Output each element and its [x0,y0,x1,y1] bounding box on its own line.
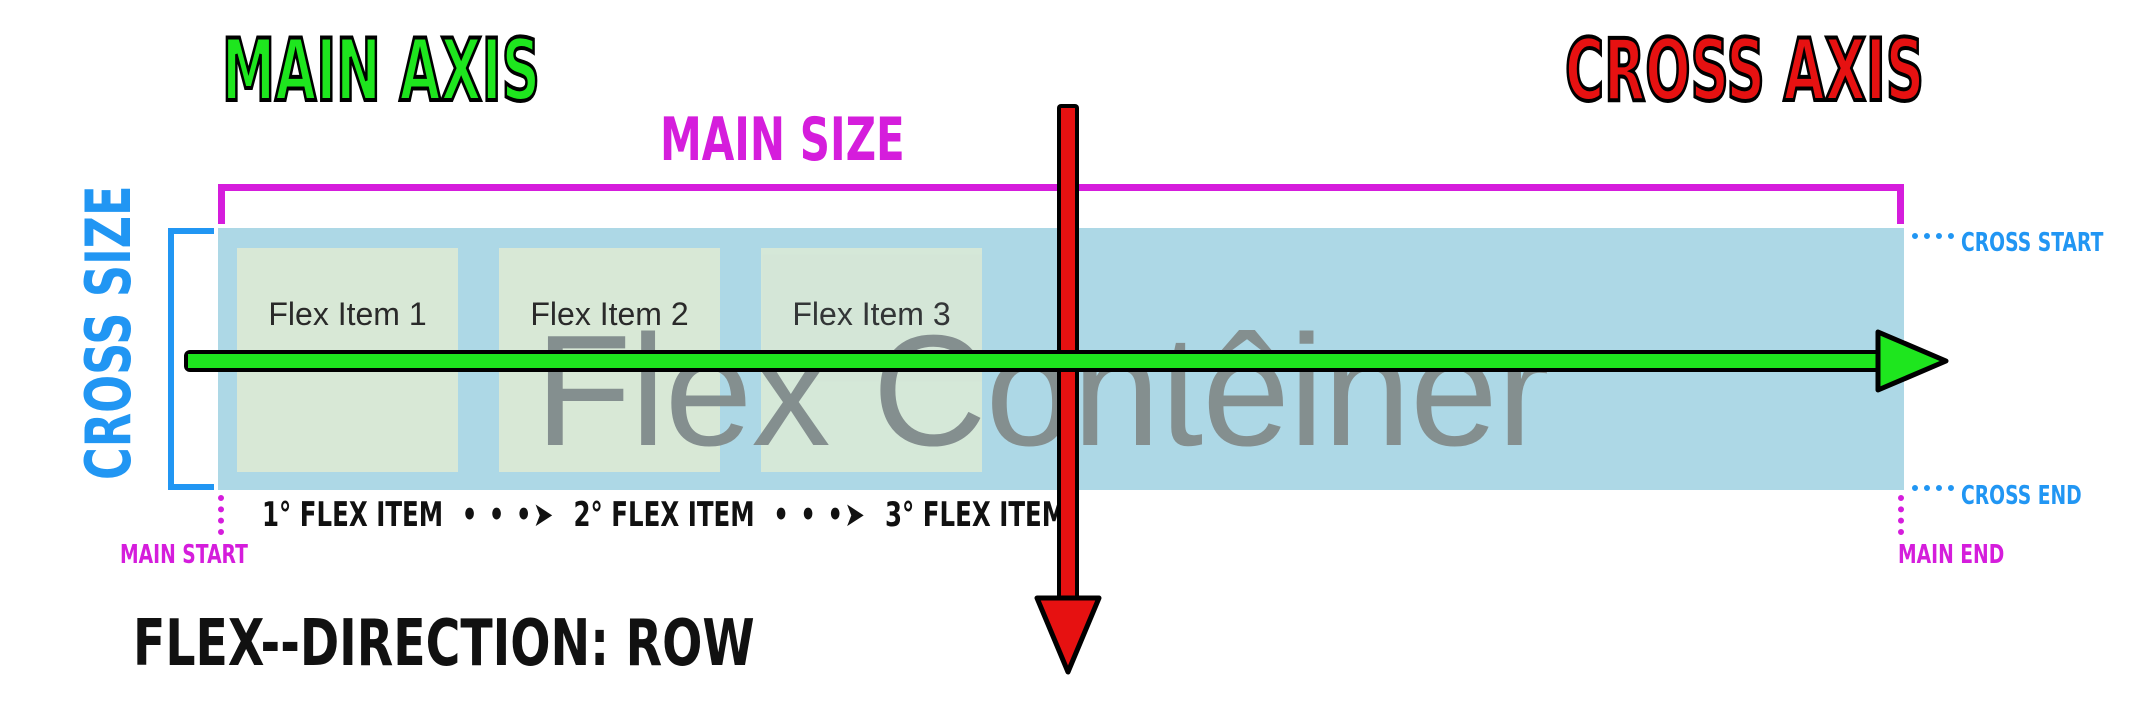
order-third: 3° FLEX ITEM [884,495,1067,535]
order-arrow-icon: • • •➤ [773,495,867,535]
item-order-sequence: 1° FLEX ITEM • • •➤ 2° FLEX ITEM • • •➤ … [262,498,1076,532]
main-end-marker [1898,495,1904,535]
main-end-label: MAIN END [1898,540,2005,570]
cross-axis-arrow [1034,104,1102,675]
main-start-marker [218,495,224,535]
order-first: 1° FLEX ITEM [262,495,444,535]
flex-item-3-label: Flex Item 3 [792,296,951,332]
flex-item-2-label: Flex Item 2 [530,296,689,332]
main-axis-title: MAIN AXIS [221,21,541,121]
cross-start-label: CROSS START [1961,228,2104,258]
flex-item-1-label: Flex Item 1 [268,296,427,332]
order-second: 2° FLEX ITEM [573,495,755,535]
main-axis-arrow [184,329,1949,393]
cross-axis-title: CROSS AXIS [1564,21,1926,121]
main-start-label: MAIN START [120,540,248,570]
flex-container-label: Flex Contêiner [535,303,1549,479]
flex-direction-label: FLEX--DIRECTION: ROW [133,607,755,681]
cross-end-marker [1912,485,1954,491]
main-size-label: MAIN SIZE [660,105,905,175]
cross-size-bracket [168,228,214,490]
cross-end-label: CROSS END [1961,481,2082,511]
order-arrow-icon: • • •➤ [461,495,555,535]
cross-start-marker [1912,233,1954,239]
